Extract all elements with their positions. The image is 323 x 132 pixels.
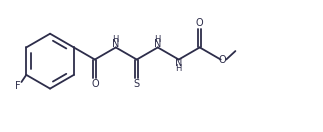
Text: H: H	[155, 35, 161, 44]
Text: O: O	[218, 55, 226, 65]
Text: N: N	[154, 39, 162, 49]
Text: N: N	[175, 58, 182, 68]
Text: H: H	[176, 64, 182, 73]
Text: S: S	[134, 79, 140, 89]
Text: H: H	[113, 35, 119, 44]
Text: O: O	[91, 79, 99, 89]
Text: N: N	[112, 39, 120, 49]
Text: O: O	[196, 18, 203, 28]
Text: F: F	[16, 81, 21, 91]
